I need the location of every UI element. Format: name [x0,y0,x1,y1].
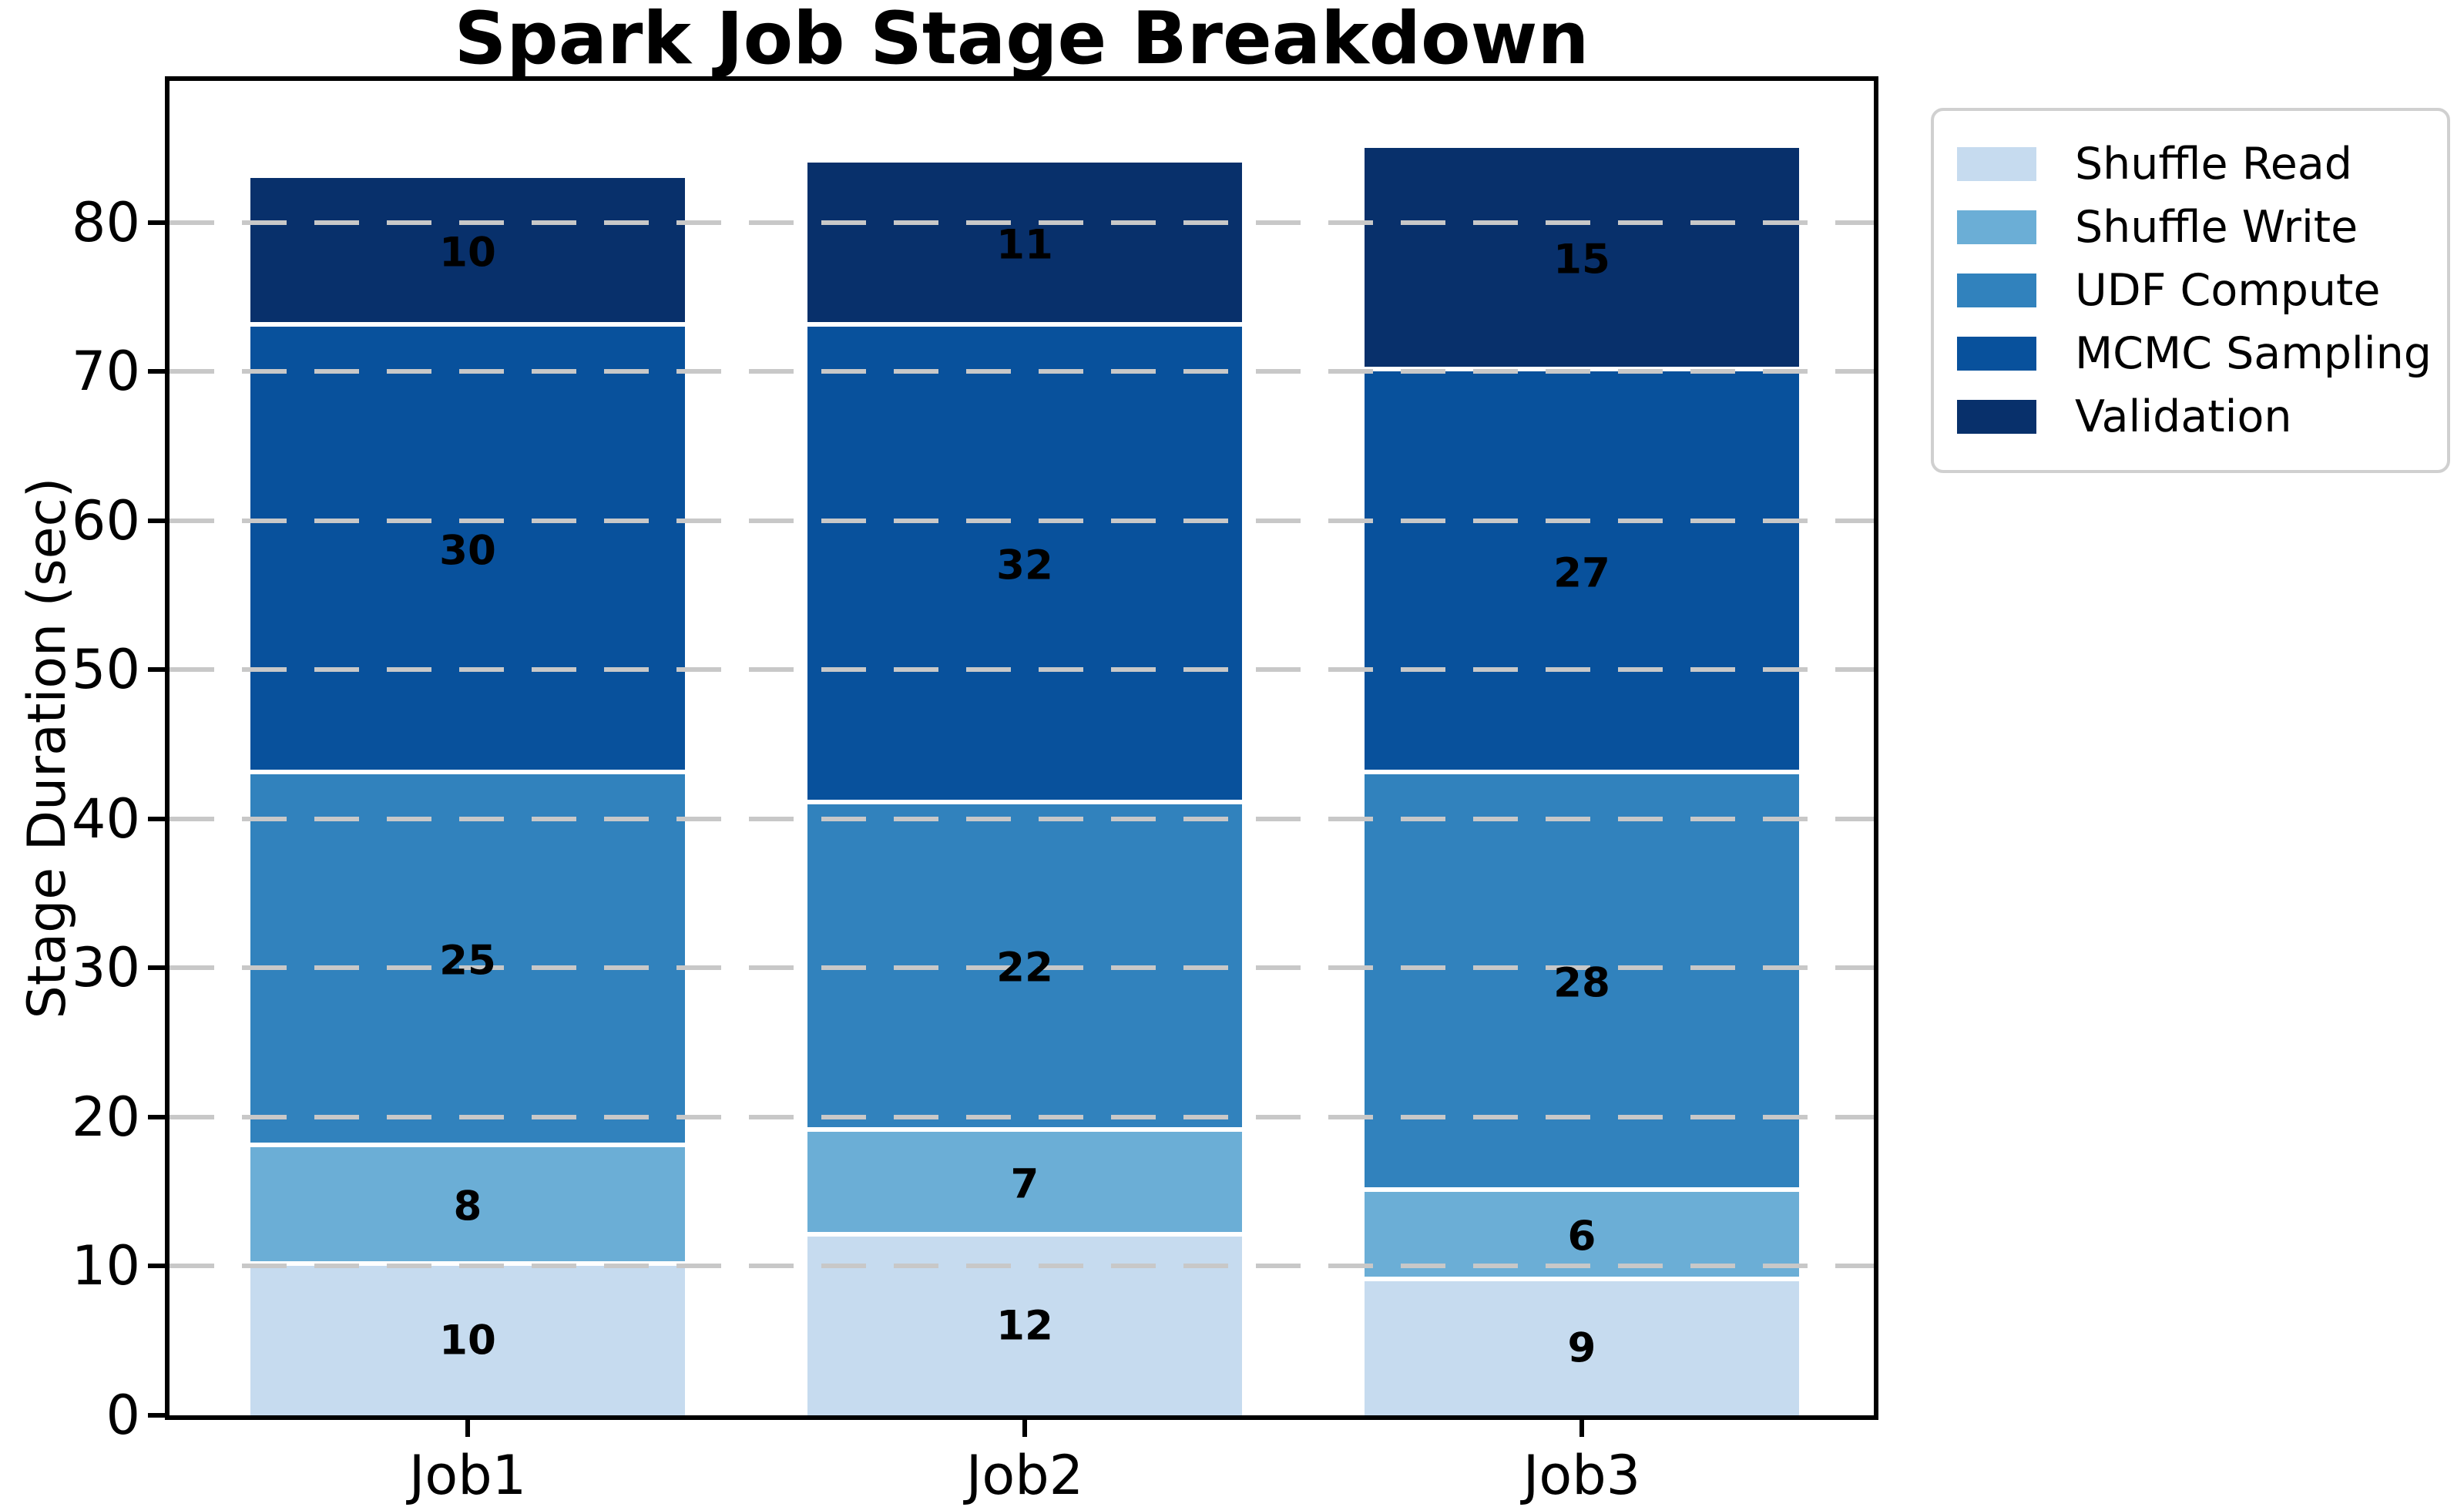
bar-segment-job3-shuffle-read [1365,1280,1799,1415]
y-tick-label: 70 [71,340,140,404]
x-tick-label-job3: Job3 [1522,1444,1641,1507]
bar-value-label: 7 [1010,1160,1039,1208]
legend-label: Shuffle Write [2075,201,2358,253]
x-tick-mark [465,1420,470,1437]
legend-item-validation: Validation [1957,385,2419,448]
legend-swatch [1957,400,2036,434]
legend-swatch [1957,274,2036,307]
legend-label: UDF Compute [2075,264,2381,316]
bar-value-label: 8 [453,1183,482,1230]
y-tick-label: 60 [71,488,140,552]
bar-value-label: 15 [1553,236,1610,284]
legend-item-shuffle-read: Shuffle Read [1957,133,2419,196]
bar-job3: 9 6 28 27 15 [1365,148,1799,1415]
gridline-60 [170,518,1874,523]
bar-value-label: 28 [1553,959,1610,1007]
y-tick-mark [148,518,165,523]
bar-value-label: 25 [439,937,496,985]
gridline-10 [170,1264,1874,1269]
bar-value-label: 10 [439,1317,496,1364]
x-tick-mark [1022,1420,1027,1437]
legend-swatch [1957,210,2036,244]
legend-item-udf-compute: UDF Compute [1957,259,2419,322]
y-tick-label: 80 [71,190,140,254]
x-tick-label-job2: Job2 [965,1444,1084,1507]
y-tick-label: 40 [71,787,140,851]
bar-value-label: 10 [439,229,496,277]
legend-swatch [1957,337,2036,371]
bar-value-label: 12 [996,1302,1053,1350]
legend-item-mcmc-sampling: MCMC Sampling [1957,322,2432,385]
legend-swatch [1957,147,2036,181]
bar-value-label: 11 [996,221,1053,269]
y-tick-label: 10 [71,1234,140,1298]
gridline-40 [170,816,1874,821]
gridline-50 [170,667,1874,673]
bar-segment-job3-mcmc-sampling [1365,371,1799,774]
y-tick-mark [148,816,165,821]
bar-value-label: 22 [996,944,1053,992]
legend: Shuffle Read Shuffle Write UDF Compute MCMC… [1931,108,2450,473]
legend-item-shuffle-write: Shuffle Write [1957,196,2419,259]
gridline-30 [170,965,1874,971]
y-tick-label: 0 [106,1384,140,1447]
y-tick-label: 30 [71,936,140,1000]
bar-segment-job1-mcmc-sampling [250,327,685,774]
y-tick-mark [148,1264,165,1269]
y-tick-mark [148,667,165,673]
gridline-80 [170,220,1874,225]
bar-segment-job1-shuffle-write [250,1146,685,1267]
y-tick-mark [148,1413,165,1418]
bar-value-label: 32 [996,542,1053,589]
legend-label: MCMC Sampling [2075,327,2432,379]
bar-segment-job1-validation [250,177,685,327]
bar-value-label: 6 [1567,1213,1596,1260]
bar-value-label: 9 [1567,1324,1596,1372]
y-tick-mark [148,220,165,225]
legend-label: Validation [2075,391,2292,442]
x-tick-mark [1579,1420,1584,1437]
bar-segment-job3-udf-compute [1365,774,1799,1192]
bar-segment-job2-shuffle-write [807,1132,1242,1237]
gridline-70 [170,369,1874,374]
legend-items: Shuffle Read Shuffle Write UDF Compute MCMC… [1957,133,2432,448]
chart-title: Spark Job Stage Breakdown [454,0,1590,81]
bar-segment-job2-mcmc-sampling [807,327,1242,804]
plot-area: 10 8 25 30 10 12 7 22 32 11 9 6 28 27 15 [165,76,1878,1420]
y-tick-mark [148,1114,165,1119]
bar-segment-job1-udf-compute [250,774,685,1147]
y-axis-label: Stage Duration (sec) [17,477,78,1019]
bar-job1: 10 8 25 30 10 [250,177,685,1415]
gridline-20 [170,1114,1874,1119]
bar-job2: 12 7 22 32 11 [807,163,1242,1415]
bar-value-label: 30 [439,527,496,575]
y-tick-mark [148,369,165,374]
legend-label: Shuffle Read [2075,138,2352,190]
bar-segment-job1-shuffle-read [250,1266,685,1415]
bar-value-label: 27 [1553,549,1610,597]
bar-segment-job2-validation [807,163,1242,327]
y-tick-label: 20 [71,1085,140,1149]
y-tick-label: 50 [71,638,140,702]
x-tick-label-job1: Job1 [408,1444,527,1507]
y-tick-mark [148,965,165,971]
